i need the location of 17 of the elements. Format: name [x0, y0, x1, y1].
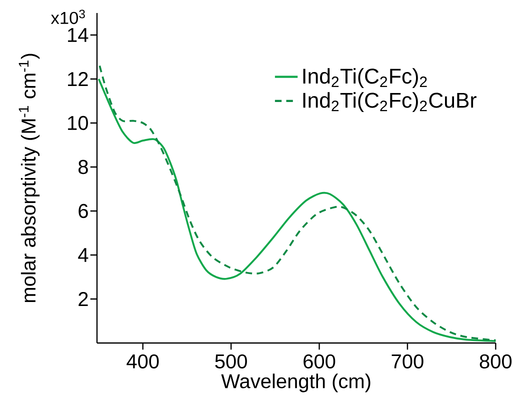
x-tick-label: 700 — [392, 354, 424, 368]
x-tick-label: 600 — [304, 354, 336, 368]
y-tick-label: 8 — [78, 160, 88, 174]
y-tick-label: 14 — [68, 28, 88, 42]
y-tick-label: 6 — [78, 204, 88, 218]
y-axis-title: molar absorptivity (M$^{-1}$ cm$^{-1}$) — [18, 54, 40, 302]
y-tick-label: 10 — [68, 116, 88, 130]
x-tick-label: 800 — [480, 354, 512, 368]
x-axis-title: Wavelength (cm) — [221, 374, 370, 392]
x-tick-label: 400 — [126, 354, 159, 368]
legend-label: Ind$_{2}$Ti(C$_{2}$Fc)$_{2}$ — [303, 68, 427, 88]
y-tick-label: 4 — [78, 248, 88, 262]
legend-label: Ind$_{2}$Ti(C$_{2}$Fc)$_{2}$CuBr — [303, 92, 476, 112]
text: x10$^{3}$ — [50, 10, 85, 24]
x-tick-label: 500 — [215, 354, 247, 368]
y-tick-label: 2 — [78, 292, 88, 306]
y-tick-label: 12 — [68, 72, 88, 86]
